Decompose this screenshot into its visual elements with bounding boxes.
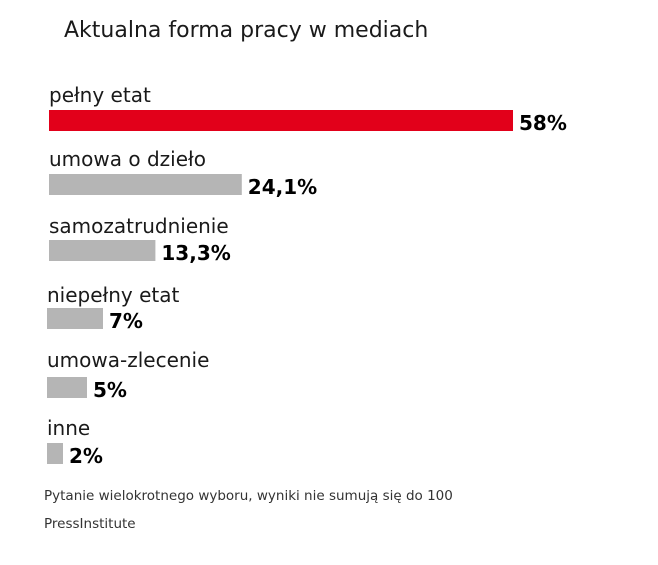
category-label: niepełny etat: [47, 283, 179, 307]
category-label: samozatrudnienie: [49, 214, 229, 238]
value-label: 58%: [519, 111, 567, 135]
bar: [47, 377, 87, 398]
chart-title: Aktualna forma pracy w mediach: [64, 18, 429, 43]
source-label: PressInstitute: [44, 516, 136, 532]
value-label: 7%: [109, 309, 143, 333]
value-label: 24,1%: [248, 175, 317, 199]
bar: [47, 308, 103, 329]
category-label: umowa o dzieło: [49, 147, 206, 171]
bar: [49, 110, 513, 131]
footnote: Pytanie wielokrotnego wyboru, wyniki nie…: [44, 488, 453, 504]
bar: [49, 240, 156, 261]
bar: [49, 174, 242, 195]
bar-chart: pełny etat 58% umowa o dzieło 24,1% samozatr…: [47, 83, 567, 468]
value-label: 5%: [93, 378, 127, 402]
category-label: inne: [47, 416, 90, 440]
category-label: pełny etat: [49, 83, 151, 107]
value-label: 13,3%: [161, 241, 230, 265]
category-label: umowa-zlecenie: [47, 348, 209, 372]
bar: [47, 443, 63, 464]
value-label: 2%: [69, 444, 103, 468]
